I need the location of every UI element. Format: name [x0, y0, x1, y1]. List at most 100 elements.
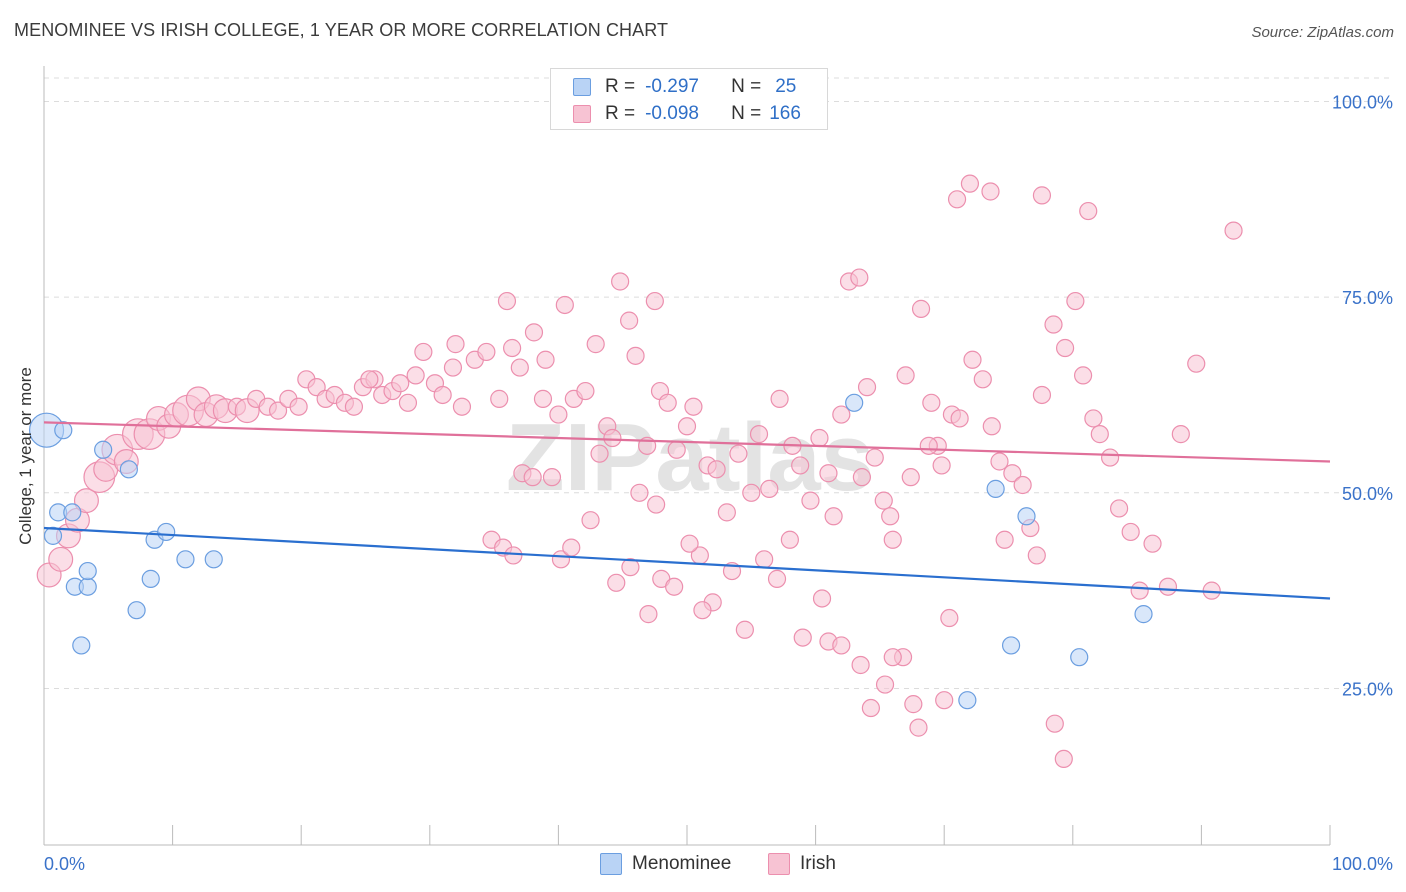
- irish-point: [398, 393, 418, 412]
- menominee-point: [958, 691, 977, 710]
- irish-point: [542, 468, 562, 487]
- r-label: R =: [605, 103, 636, 124]
- r-value: -0.297: [645, 76, 699, 97]
- legend-row-menominee: R = -0.297 N = 25: [573, 74, 796, 100]
- irish-point: [1171, 425, 1190, 444]
- tick-labels: 25.0% 50.0% 75.0% 100.0% 0.0% 100.0%: [44, 92, 1393, 874]
- irish-point: [1054, 749, 1073, 769]
- irish-point: [875, 675, 895, 694]
- irish-point: [940, 608, 959, 628]
- irish-points: [36, 174, 1243, 769]
- irish-point: [883, 648, 902, 667]
- menominee-point: [43, 526, 63, 545]
- y-tick-label: 100.0%: [1332, 92, 1393, 112]
- menominee-point: [119, 460, 138, 479]
- irish-point: [621, 558, 640, 577]
- irish-point: [1100, 448, 1120, 467]
- irish-point: [824, 507, 843, 526]
- irish-point: [960, 174, 980, 193]
- irish-point: [857, 378, 877, 397]
- irish-point: [477, 342, 496, 362]
- menominee-swatch: [600, 853, 622, 875]
- trend-lines: [43, 421, 1331, 600]
- irish-point: [755, 550, 774, 569]
- menominee-point: [157, 522, 176, 542]
- menominee-point: [1001, 636, 1021, 655]
- y-axis-label: College, 1 year or more: [16, 367, 35, 545]
- irish-point: [767, 569, 787, 588]
- irish-point: [620, 311, 639, 330]
- irish-point: [658, 393, 677, 412]
- irish-point: [626, 346, 645, 365]
- irish-point: [742, 483, 761, 502]
- menominee-point: [72, 636, 91, 655]
- irish-point: [581, 511, 600, 530]
- irish-point: [883, 530, 902, 549]
- chart-title: MENOMINEE VS IRISH COLLEGE, 1 YEAR OR MO…: [14, 20, 669, 40]
- irish-point: [851, 655, 870, 675]
- irish-point: [935, 691, 954, 710]
- irish-point: [289, 397, 308, 416]
- irish-point: [452, 397, 472, 416]
- irish-point: [630, 483, 649, 502]
- n-value: 25: [775, 76, 797, 97]
- menominee-point: [176, 550, 195, 569]
- n-label: N =: [731, 76, 762, 97]
- irish-point: [901, 468, 920, 487]
- irish-point: [268, 401, 288, 420]
- menominee-point: [845, 393, 864, 412]
- irish-point: [590, 444, 609, 463]
- menominee-point: [63, 503, 82, 522]
- irish-point: [982, 417, 1001, 436]
- irish-point: [832, 405, 851, 424]
- menominee-point: [78, 577, 97, 596]
- irish-point: [1084, 409, 1103, 428]
- irish-point: [446, 335, 465, 354]
- menominee-point: [141, 569, 160, 588]
- irish-point: [909, 718, 928, 737]
- irish-point: [647, 495, 666, 514]
- irish-point: [749, 425, 769, 444]
- menominee-point: [54, 421, 73, 440]
- irish-point: [1187, 354, 1206, 373]
- legend-label: Menominee: [632, 853, 732, 874]
- irish-point: [677, 417, 697, 436]
- axes: [43, 66, 1331, 846]
- irish-point: [391, 374, 410, 393]
- irish-point: [947, 190, 967, 209]
- irish-point: [497, 291, 517, 311]
- irish-point: [1090, 425, 1109, 444]
- irish-point: [1066, 291, 1085, 311]
- irish-point: [1055, 338, 1075, 358]
- irish-trend-line: [43, 421, 1331, 463]
- irish-point: [780, 530, 799, 549]
- irish-point: [576, 381, 595, 401]
- irish-point: [770, 389, 789, 408]
- menominee-point: [204, 550, 223, 569]
- irish-point: [611, 272, 630, 291]
- irish-point: [443, 358, 463, 377]
- menominee-point: [986, 479, 1005, 498]
- irish-point: [433, 385, 452, 405]
- irish-point: [680, 534, 699, 553]
- irish-point: [555, 295, 574, 315]
- irish-point: [760, 479, 779, 498]
- irish-point: [922, 393, 941, 412]
- irish-point: [667, 440, 686, 459]
- x-tick-label: 100.0%: [1332, 854, 1393, 874]
- menominee-point: [1070, 648, 1089, 667]
- irish-point: [414, 342, 433, 362]
- irish-point: [791, 456, 810, 475]
- irish-point: [536, 350, 555, 369]
- irish-point: [1027, 546, 1046, 565]
- irish-point: [639, 605, 658, 624]
- irish-swatch: [768, 853, 790, 875]
- irish-point: [360, 370, 379, 389]
- irish-point: [973, 370, 992, 389]
- irish-point: [717, 503, 736, 522]
- irish-point: [932, 456, 951, 475]
- irish-point: [523, 468, 542, 487]
- irish-point: [645, 291, 664, 311]
- irish-point: [1003, 464, 1022, 483]
- irish-point: [533, 389, 553, 408]
